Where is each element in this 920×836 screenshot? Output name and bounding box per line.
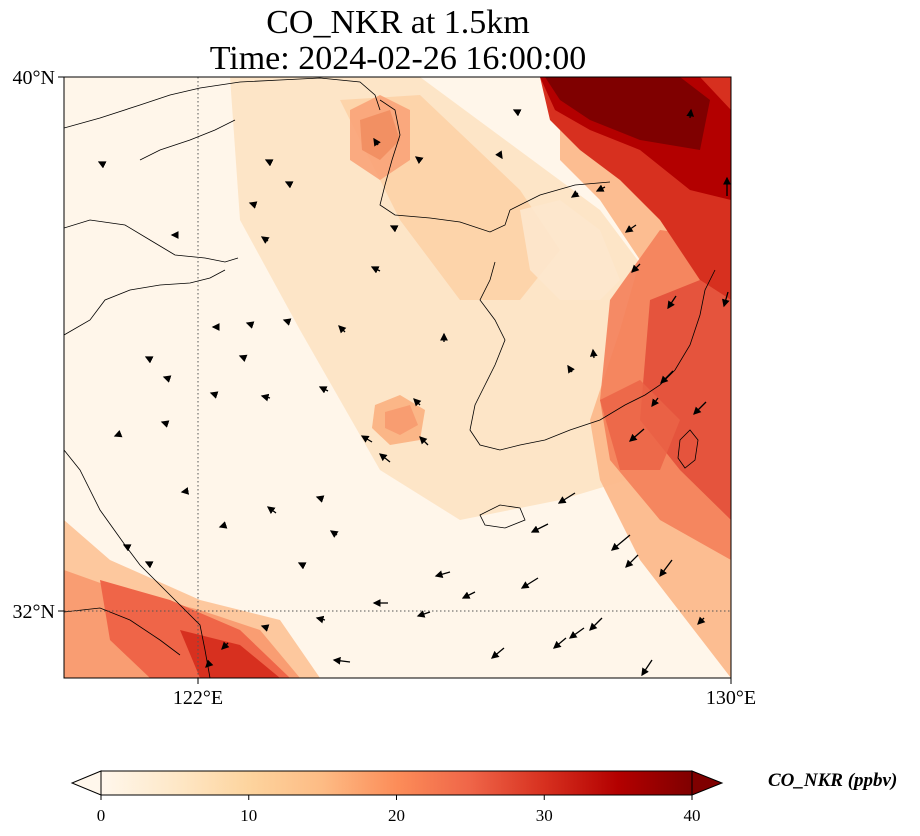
wind-arrow xyxy=(416,610,431,618)
wind-arrow xyxy=(260,624,270,632)
wind-arrow xyxy=(373,137,381,147)
wind-arrow xyxy=(553,637,567,649)
wind-arrow xyxy=(651,397,660,408)
wind-arrow xyxy=(389,225,399,233)
wind-arrow xyxy=(414,156,424,165)
wind-arrow xyxy=(315,495,325,503)
wind-arrow xyxy=(160,420,170,428)
wind-arrow xyxy=(631,263,641,273)
wind-arrow xyxy=(722,291,730,308)
wind-arrow xyxy=(495,150,503,160)
wind-arrow xyxy=(162,375,172,383)
wind-arrow xyxy=(218,521,228,529)
wind-arrow xyxy=(667,295,677,310)
cb-tick-10: 10 xyxy=(240,806,257,825)
coastline xyxy=(64,77,716,678)
wind-arrow xyxy=(122,544,132,552)
cb-tick-30: 30 xyxy=(536,806,553,825)
wind-arrow xyxy=(659,559,673,578)
wind-arrow xyxy=(205,659,214,668)
map-time: Time: 2024-02-26 16:00:00 xyxy=(209,40,587,77)
wind-arrow xyxy=(491,647,505,659)
wind-arrow xyxy=(419,436,429,446)
colorbar-extend-min xyxy=(70,770,102,796)
wind-arrow xyxy=(589,348,598,359)
wind-arrow xyxy=(315,615,326,624)
wind-arrow xyxy=(264,159,274,167)
wind-arrow xyxy=(260,236,270,244)
wind-arrow xyxy=(413,398,422,407)
wind-arrow xyxy=(660,370,674,384)
wind-arrow xyxy=(113,429,123,438)
wind-arrow xyxy=(338,325,347,334)
wind-arrow xyxy=(624,224,637,233)
wind-arrow xyxy=(461,591,476,599)
wind-arrow xyxy=(284,181,294,189)
wind-arrow xyxy=(589,617,603,631)
wind-arrow xyxy=(370,266,381,274)
ytick-label-32: 32°N xyxy=(13,601,55,623)
map-title: CO_NKR at 1.5km xyxy=(266,4,530,41)
wind-arrow xyxy=(180,487,190,495)
wind-arrow xyxy=(595,184,606,192)
cb-tick-40: 40 xyxy=(684,806,701,825)
axis-ticks xyxy=(58,76,732,684)
wind-arrow xyxy=(360,435,373,443)
wind-arrow xyxy=(520,577,539,589)
wind-arrow xyxy=(611,534,631,551)
wind-arrow xyxy=(144,561,154,569)
wind-arrow xyxy=(318,386,329,394)
wind-arrow xyxy=(512,109,522,117)
wind-arrow xyxy=(641,659,653,677)
concentration-field xyxy=(64,77,731,678)
wind-arrow xyxy=(570,190,580,198)
colorbar-label: CO_NKR (ppbv) xyxy=(768,770,898,791)
colorbar-gradient xyxy=(101,771,692,795)
wind-arrow xyxy=(329,530,339,538)
gridlines xyxy=(64,77,731,678)
wind-arrow xyxy=(266,506,277,515)
xtick-label-122: 122°E xyxy=(173,687,223,709)
colorbar: 0 10 20 30 40 xyxy=(70,770,724,825)
wind-arrow xyxy=(697,616,706,625)
wind-arrow xyxy=(567,364,575,374)
wind-arrow xyxy=(248,201,258,209)
cb-tick-20: 20 xyxy=(388,806,405,825)
wind-arrow xyxy=(629,428,645,442)
wind-arrow xyxy=(245,321,255,329)
wind-arrow xyxy=(568,627,585,639)
wind-arrow xyxy=(693,401,707,415)
wind-arrow xyxy=(209,391,219,399)
wind-arrow xyxy=(378,453,391,463)
wind-arrow xyxy=(238,354,248,363)
wind-arrow xyxy=(297,562,307,570)
xtick-label-130: 130°E xyxy=(706,687,756,709)
ytick-label-40: 40°N xyxy=(13,67,55,89)
map-frame xyxy=(63,76,732,679)
wind-vectors xyxy=(97,108,731,677)
wind-arrow xyxy=(557,492,576,504)
wind-arrow xyxy=(144,356,154,364)
cb-tick-0: 0 xyxy=(97,806,106,825)
wind-arrow xyxy=(282,318,292,326)
colorbar-extend-max xyxy=(691,770,724,796)
wind-arrow xyxy=(625,554,639,568)
wind-arrow xyxy=(221,641,230,650)
wind-arrow xyxy=(434,570,451,578)
wind-arrow xyxy=(97,161,107,169)
wind-arrow xyxy=(686,108,695,119)
wind-arrow xyxy=(530,523,549,533)
wind-arrow xyxy=(332,656,351,665)
wind-arrow xyxy=(260,393,271,402)
